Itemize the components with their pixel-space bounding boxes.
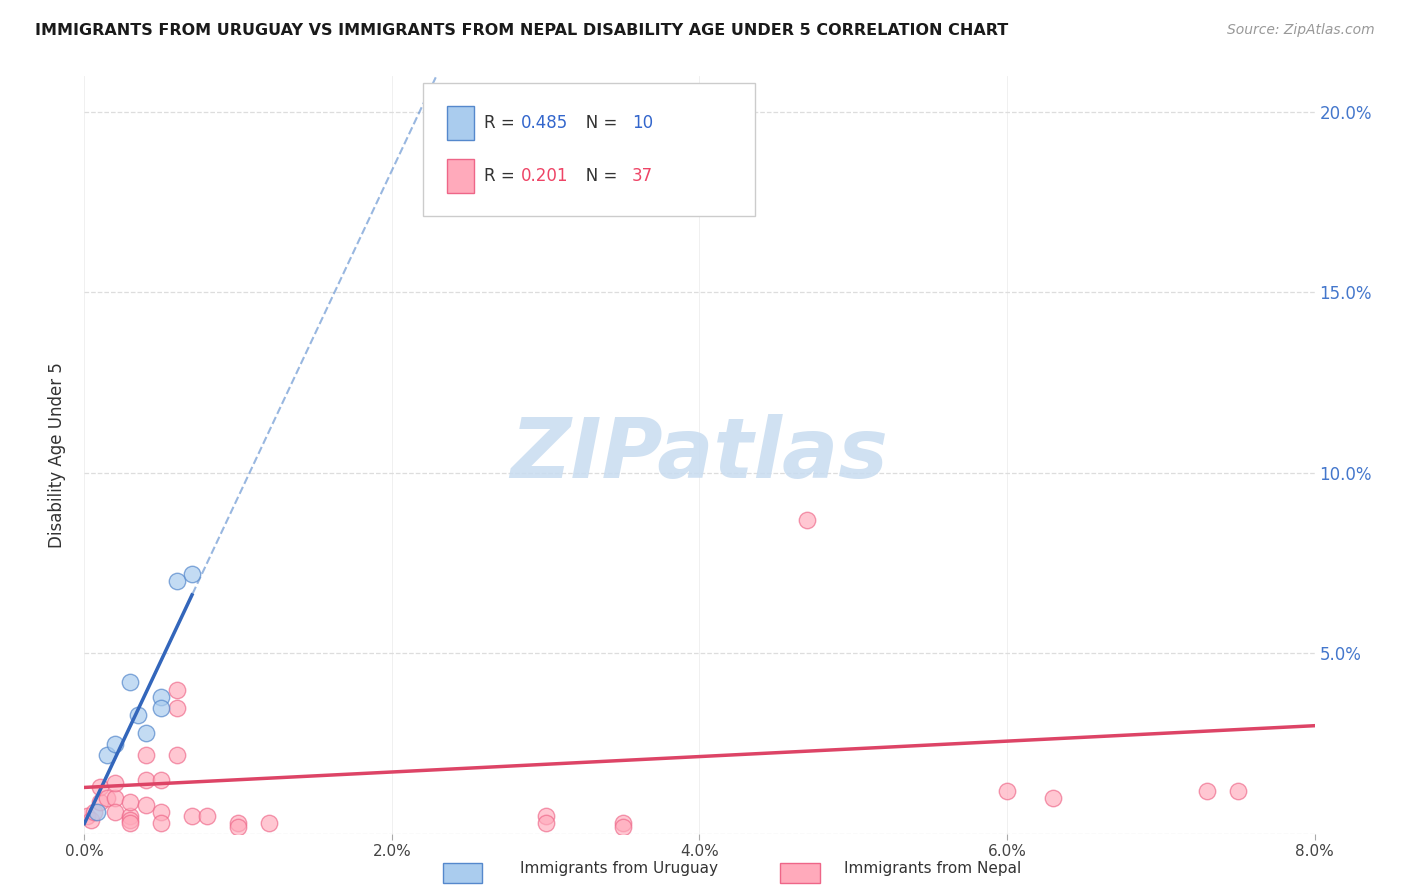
Point xyxy=(166,574,188,589)
FancyBboxPatch shape xyxy=(423,83,755,216)
Point xyxy=(1195,783,1218,797)
Text: 37: 37 xyxy=(631,167,652,185)
Point xyxy=(104,805,127,820)
Point xyxy=(150,772,173,787)
Point xyxy=(534,809,557,823)
Point xyxy=(104,776,127,790)
Point xyxy=(1226,783,1249,797)
Text: Immigrants from Nepal: Immigrants from Nepal xyxy=(844,861,1021,876)
Point xyxy=(534,816,557,830)
Text: 0.201: 0.201 xyxy=(522,167,568,185)
Point xyxy=(120,675,142,690)
Point xyxy=(226,816,249,830)
Point xyxy=(796,513,818,527)
Point xyxy=(120,816,142,830)
FancyBboxPatch shape xyxy=(447,159,474,194)
Point xyxy=(76,809,98,823)
Text: N =: N = xyxy=(571,167,623,185)
Point xyxy=(89,795,111,809)
Point xyxy=(181,809,204,823)
Point xyxy=(197,809,219,823)
Point xyxy=(257,816,280,830)
Point xyxy=(612,820,634,834)
Point xyxy=(89,780,111,794)
Point xyxy=(150,690,173,704)
Point xyxy=(457,195,479,210)
Point xyxy=(135,747,157,762)
Point xyxy=(1042,791,1064,805)
Y-axis label: Disability Age Under 5: Disability Age Under 5 xyxy=(48,362,66,548)
Point xyxy=(181,567,204,582)
Point xyxy=(166,682,188,697)
Text: R =: R = xyxy=(484,167,520,185)
Point xyxy=(150,805,173,820)
Text: N =: N = xyxy=(571,114,623,132)
Point xyxy=(79,813,101,827)
Point xyxy=(96,791,118,805)
Point xyxy=(995,783,1018,797)
Text: ZIPatlas: ZIPatlas xyxy=(510,415,889,495)
Text: Source: ZipAtlas.com: Source: ZipAtlas.com xyxy=(1227,23,1375,37)
Point xyxy=(135,726,157,740)
Point xyxy=(166,700,188,714)
Point xyxy=(96,747,118,762)
Point xyxy=(120,795,142,809)
Point xyxy=(120,809,142,823)
Point xyxy=(83,805,105,820)
Point xyxy=(135,772,157,787)
Point xyxy=(120,813,142,827)
Point xyxy=(104,791,127,805)
Text: IMMIGRANTS FROM URUGUAY VS IMMIGRANTS FROM NEPAL DISABILITY AGE UNDER 5 CORRELAT: IMMIGRANTS FROM URUGUAY VS IMMIGRANTS FR… xyxy=(35,23,1008,38)
Text: R =: R = xyxy=(484,114,520,132)
Point xyxy=(226,820,249,834)
Point xyxy=(127,707,149,722)
Point xyxy=(150,816,173,830)
Point xyxy=(166,747,188,762)
Text: 10: 10 xyxy=(631,114,652,132)
Point xyxy=(135,798,157,813)
Point xyxy=(86,805,108,820)
Text: Immigrants from Uruguay: Immigrants from Uruguay xyxy=(520,861,718,876)
Point xyxy=(150,700,173,714)
Point xyxy=(104,737,127,751)
Point xyxy=(612,816,634,830)
Text: 0.485: 0.485 xyxy=(522,114,568,132)
FancyBboxPatch shape xyxy=(447,106,474,140)
